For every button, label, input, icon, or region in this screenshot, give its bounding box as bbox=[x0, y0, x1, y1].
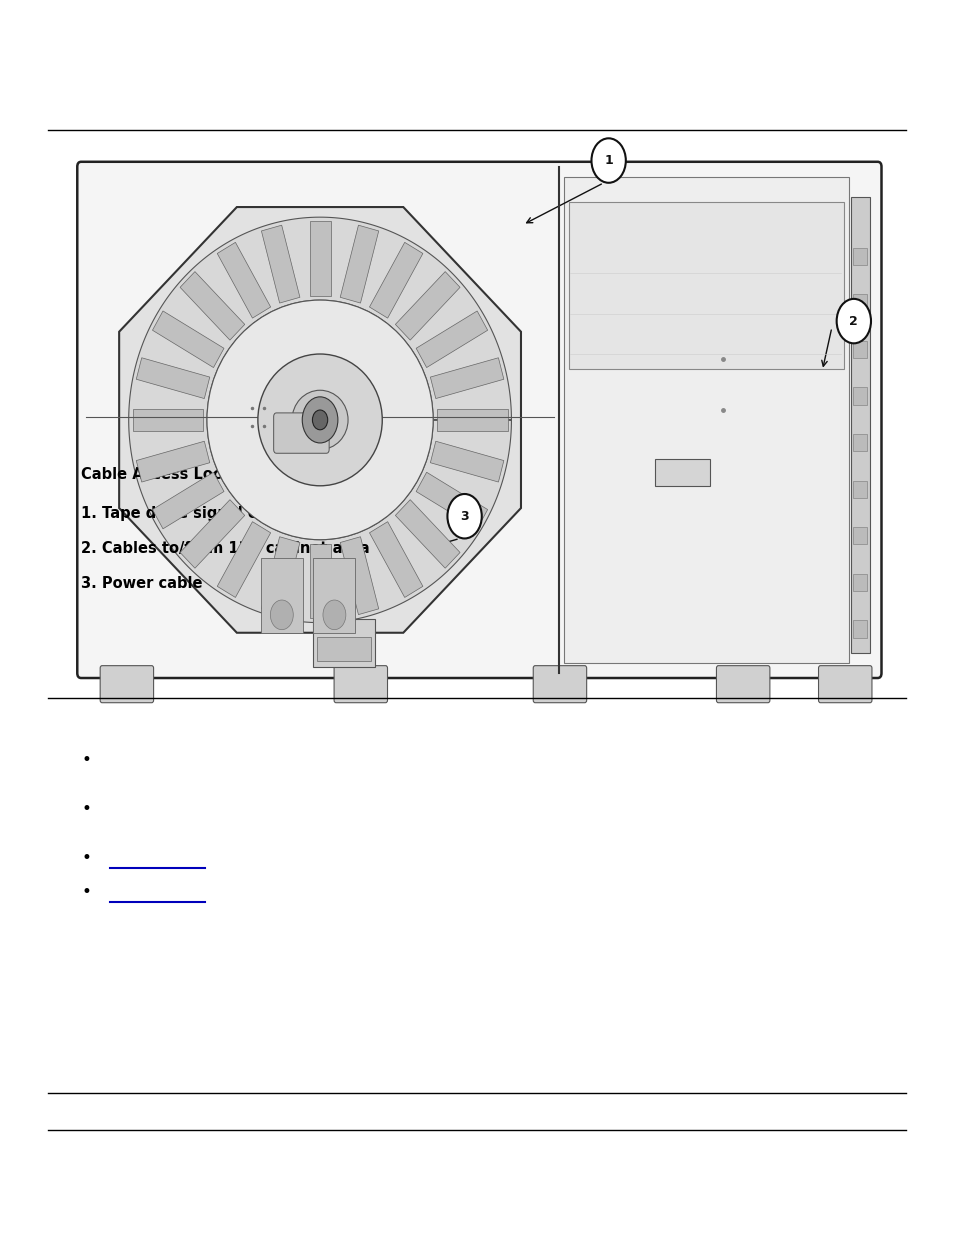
Text: •: • bbox=[81, 883, 91, 900]
Polygon shape bbox=[309, 221, 330, 296]
Polygon shape bbox=[430, 441, 503, 482]
Bar bbox=[654, 458, 709, 485]
Text: •: • bbox=[81, 800, 91, 818]
Text: 2: 2 bbox=[848, 315, 858, 327]
Polygon shape bbox=[261, 225, 299, 303]
FancyBboxPatch shape bbox=[100, 666, 153, 703]
FancyBboxPatch shape bbox=[533, 666, 586, 703]
Polygon shape bbox=[416, 311, 487, 368]
Bar bbox=[852, 388, 866, 405]
Polygon shape bbox=[340, 225, 378, 303]
Text: 1: 1 bbox=[603, 154, 613, 167]
Polygon shape bbox=[430, 358, 503, 399]
Polygon shape bbox=[369, 242, 422, 319]
FancyBboxPatch shape bbox=[334, 666, 387, 703]
Polygon shape bbox=[416, 472, 487, 529]
FancyBboxPatch shape bbox=[77, 162, 881, 678]
Bar bbox=[313, 619, 375, 667]
Polygon shape bbox=[132, 409, 203, 431]
Ellipse shape bbox=[292, 390, 348, 450]
Bar bbox=[314, 558, 355, 632]
Circle shape bbox=[836, 299, 870, 343]
Text: 3: 3 bbox=[459, 510, 469, 522]
Text: •: • bbox=[81, 751, 91, 768]
Polygon shape bbox=[136, 441, 210, 482]
Ellipse shape bbox=[207, 300, 433, 540]
Bar bbox=[568, 203, 843, 369]
Text: 1. Tape drive signal cables: 1. Tape drive signal cables bbox=[81, 506, 300, 521]
Polygon shape bbox=[119, 207, 520, 632]
Bar bbox=[852, 574, 866, 592]
Circle shape bbox=[591, 138, 625, 183]
Polygon shape bbox=[152, 472, 224, 529]
Circle shape bbox=[270, 600, 293, 630]
Polygon shape bbox=[395, 272, 459, 340]
Text: Cable Access Locations: Cable Access Locations bbox=[81, 467, 273, 482]
Circle shape bbox=[323, 600, 346, 630]
Bar bbox=[852, 433, 866, 451]
Polygon shape bbox=[309, 543, 330, 619]
Polygon shape bbox=[180, 272, 245, 340]
Polygon shape bbox=[136, 358, 210, 399]
Polygon shape bbox=[436, 409, 507, 431]
Circle shape bbox=[447, 494, 481, 538]
Text: 2. Cables to/from 13U cabinet area: 2. Cables to/from 13U cabinet area bbox=[81, 541, 370, 556]
Polygon shape bbox=[340, 537, 378, 615]
Bar bbox=[852, 620, 866, 637]
Bar bbox=[563, 177, 848, 663]
Text: 3. Power cable: 3. Power cable bbox=[81, 576, 202, 590]
Polygon shape bbox=[152, 311, 224, 368]
FancyBboxPatch shape bbox=[818, 666, 871, 703]
Bar bbox=[852, 248, 866, 266]
Text: •: • bbox=[81, 850, 91, 867]
Bar bbox=[852, 341, 866, 358]
Polygon shape bbox=[129, 217, 511, 622]
Circle shape bbox=[302, 396, 337, 443]
Polygon shape bbox=[395, 500, 459, 568]
Bar bbox=[852, 294, 866, 311]
Polygon shape bbox=[217, 521, 271, 598]
Circle shape bbox=[312, 410, 328, 430]
Polygon shape bbox=[180, 500, 245, 568]
Polygon shape bbox=[261, 537, 299, 615]
Bar bbox=[316, 637, 371, 661]
Ellipse shape bbox=[257, 354, 382, 485]
Bar bbox=[852, 527, 866, 545]
Polygon shape bbox=[369, 521, 422, 598]
Bar bbox=[260, 558, 302, 632]
FancyBboxPatch shape bbox=[716, 666, 769, 703]
Bar bbox=[850, 198, 869, 653]
FancyBboxPatch shape bbox=[274, 412, 329, 453]
Polygon shape bbox=[217, 242, 271, 319]
Bar bbox=[852, 480, 866, 498]
